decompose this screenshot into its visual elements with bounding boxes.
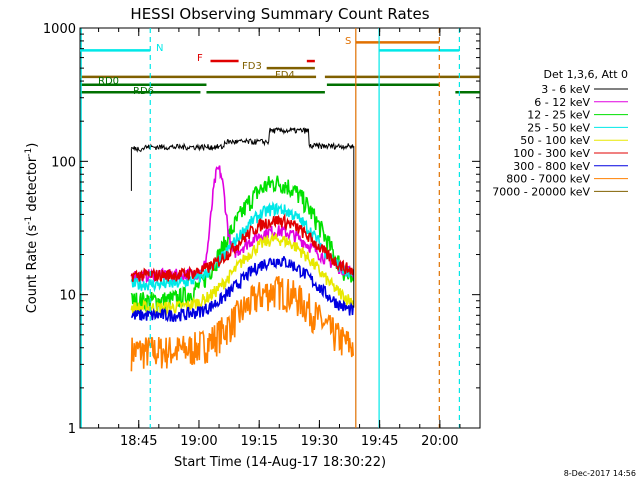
ticks-layer: 1 10 100 1000 18:45 19:00 19:15 19:30 19:45 20:00 — [43, 22, 480, 449]
mode-label-fd4: FD4 — [275, 70, 295, 81]
mode-bars-layer — [80, 41, 480, 94]
x-tick-label: 19:30 — [301, 434, 338, 449]
legend-title: Det 1,3,6, Att 0 — [544, 68, 628, 81]
series-trace — [130, 256, 354, 323]
x-tick-label: 18:45 — [120, 434, 157, 449]
mode-label-fd3: FD3 — [242, 61, 262, 72]
x-tick-label: 19:45 — [361, 434, 398, 449]
mode-label-n: N — [156, 43, 163, 54]
legend-entry-label: 25 - 50 keV — [527, 121, 590, 134]
x-tick-label: 19:15 — [240, 434, 277, 449]
legend-entry-label: 800 - 7000 keV — [506, 173, 590, 186]
legend-entry-label: 50 - 100 keV — [520, 134, 590, 147]
legend-entry-label: 100 - 300 keV — [513, 147, 590, 160]
chart-title: HESSI Observing Summary Count Rates — [130, 5, 429, 23]
x-axis-label: Start Time (14-Aug-17 18:30:22) — [174, 455, 386, 470]
y-tick-label: 10 — [59, 289, 76, 304]
series-trace — [130, 232, 354, 317]
legend-entry-label: 7000 - 20000 keV — [492, 185, 590, 198]
y-tick-label: 100 — [51, 155, 76, 170]
plot-frame — [79, 27, 481, 429]
series-trace — [130, 213, 354, 283]
mode-label-rd0: RD0 — [98, 76, 119, 87]
legend-entry-label: 6 - 12 keV — [534, 96, 590, 109]
legend-entry-label: 300 - 800 keV — [513, 160, 590, 173]
legend-entry-label: 3 - 6 keV — [541, 83, 590, 96]
legend-entry-label: 12 - 25 keV — [527, 109, 590, 122]
x-tick-label: 20:00 — [421, 434, 458, 449]
y-axis-label: Count Rate (s-1 detector-1) — [24, 143, 40, 314]
mode-label-rd6: RD6 — [133, 86, 154, 97]
series-trace — [130, 175, 354, 314]
data-layer — [130, 126, 355, 372]
y-tick-label: 1 — [68, 422, 76, 437]
series-trace — [130, 276, 354, 372]
vertical-lines-layer — [80, 28, 460, 428]
series-trace — [130, 126, 354, 153]
x-tick-label: 19:00 — [180, 434, 217, 449]
mode-label-s: S — [345, 36, 351, 47]
mode-label-f: F — [197, 53, 203, 64]
y-tick-label: 1000 — [43, 22, 76, 37]
footer-date: 8-Dec-2017 14:56 — [564, 469, 636, 478]
